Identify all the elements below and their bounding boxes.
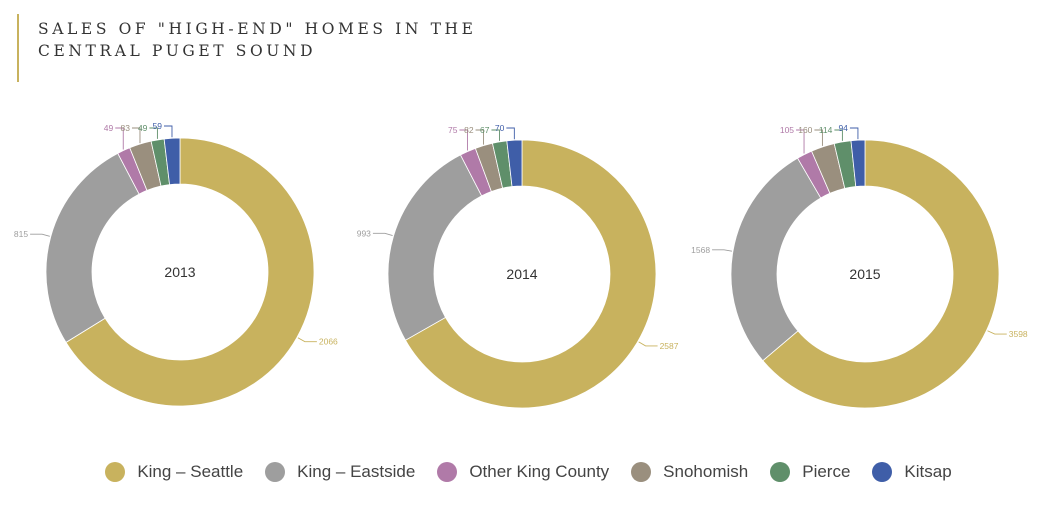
legend-item-king-eastside[interactable]: King – Eastside <box>265 462 415 482</box>
slice-2015-kitsap <box>850 139 866 187</box>
slice-2013-kitsap <box>163 137 181 186</box>
legend-item-kitsap[interactable]: Kitsap <box>872 462 952 482</box>
legend-label-king-seattle: King – Seattle <box>137 462 244 481</box>
data-label-2014-snohomish: 82 <box>464 125 474 135</box>
chart-title: SALES OF "HIGH-END" HOMES IN THE CENTRAL… <box>38 18 477 62</box>
data-label-2013-snohomish: 83 <box>121 123 131 133</box>
legend-label-kitsap: Kitsap <box>904 462 952 481</box>
leader-line-2015-other-king-county <box>796 129 805 154</box>
center-label-2014: 2014 <box>506 266 537 282</box>
legend-swatch-kitsap <box>872 462 893 482</box>
legend: King – Seattle King – Eastside Other Kin… <box>0 462 1039 482</box>
data-label-2013-kitsap: 59 <box>153 121 163 131</box>
data-label-2014-king-seattle: 2587 <box>660 341 679 351</box>
legend-swatch-other-king-county <box>437 462 458 482</box>
leader-line-2014-king-seattle <box>638 341 658 347</box>
data-label-2013-king-seattle: 2066 <box>319 337 338 347</box>
data-label-2014-kitsap: 70 <box>495 123 505 133</box>
data-label-2013-pierce: 49 <box>138 123 148 133</box>
data-label-2015-snohomish: 160 <box>798 125 812 135</box>
center-label-2015: 2015 <box>849 266 880 282</box>
leader-line-2014-king-eastside <box>372 232 393 236</box>
legend-label-other-king-county: Other King County <box>469 462 610 481</box>
legend-item-snohomish[interactable]: Snohomish <box>631 462 748 482</box>
slice-2013-king-eastside <box>45 152 140 343</box>
leader-line-2013-pierce <box>149 127 158 139</box>
data-label-2014-other-king-county: 75 <box>448 125 458 135</box>
legend-swatch-king-seattle <box>105 462 126 482</box>
leader-line-2013-kitsap <box>163 125 173 138</box>
leader-line-2015-king-seattle <box>987 330 1007 335</box>
data-label-2015-king-eastside: 1568 <box>691 245 710 255</box>
leader-line-2014-pierce <box>491 129 500 141</box>
leader-line-2013-king-seattle <box>297 337 317 343</box>
data-label-2015-other-king-county: 105 <box>780 125 794 135</box>
data-label-2013-king-eastside: 815 <box>14 229 28 239</box>
leader-line-2014-snohomish <box>475 129 485 145</box>
title-accent-bar <box>17 14 19 82</box>
data-label-2014-king-eastside: 993 <box>357 228 371 238</box>
legend-item-pierce[interactable]: Pierce <box>770 462 850 482</box>
donut-chart-2013: 2066 815 49 83 49 59 2013 <box>14 121 338 407</box>
legend-item-other-king-county[interactable]: Other King County <box>437 462 609 482</box>
leader-line-2015-pierce <box>834 129 843 141</box>
slice-2015-king-seattle <box>762 139 1000 409</box>
leader-line-2015-snohomish <box>814 129 823 146</box>
leader-line-2014-other-king-county <box>459 129 468 151</box>
leader-line-2015-kitsap <box>849 127 859 140</box>
chart-title-line-2: CENTRAL PUGET SOUND <box>38 42 317 60</box>
data-label-2015-kitsap: 94 <box>838 123 848 133</box>
legend-swatch-snohomish <box>631 462 652 482</box>
legend-swatch-pierce <box>770 462 791 482</box>
slice-2014-king-seattle <box>404 139 657 409</box>
chart-title-line-1: SALES OF "HIGH-END" HOMES IN THE <box>38 20 477 38</box>
legend-label-king-eastside: King – Eastside <box>297 462 416 481</box>
legend-label-snohomish: Snohomish <box>663 462 749 481</box>
data-label-2015-pierce: 114 <box>819 125 833 135</box>
slice-2014-kitsap <box>506 139 523 188</box>
legend-item-king-seattle[interactable]: King – Seattle <box>105 462 243 482</box>
leader-line-2013-king-eastside <box>30 233 50 237</box>
slice-2015-king-eastside <box>730 157 822 362</box>
legend-label-pierce: Pierce <box>802 462 851 481</box>
slice-2013-king-seattle <box>65 137 315 407</box>
leader-line-2015-king-eastside <box>712 249 733 252</box>
leader-line-2013-snohomish <box>131 127 141 144</box>
data-label-2013-other-king-county: 49 <box>104 123 114 133</box>
donut-chart-2014: 2587 993 75 82 67 70 2014 <box>357 123 679 409</box>
leader-line-2014-kitsap <box>506 127 515 140</box>
donut-chart-2015: 3598 1568 105 160 114 94 2015 <box>691 123 1028 409</box>
legend-swatch-king-eastside <box>265 462 286 482</box>
slice-2014-king-eastside <box>387 154 483 341</box>
center-label-2013: 2013 <box>164 264 195 280</box>
leader-line-2013-other-king-county <box>115 127 124 150</box>
data-label-2015-king-seattle: 3598 <box>1009 329 1028 339</box>
data-label-2014-pierce: 67 <box>480 125 490 135</box>
